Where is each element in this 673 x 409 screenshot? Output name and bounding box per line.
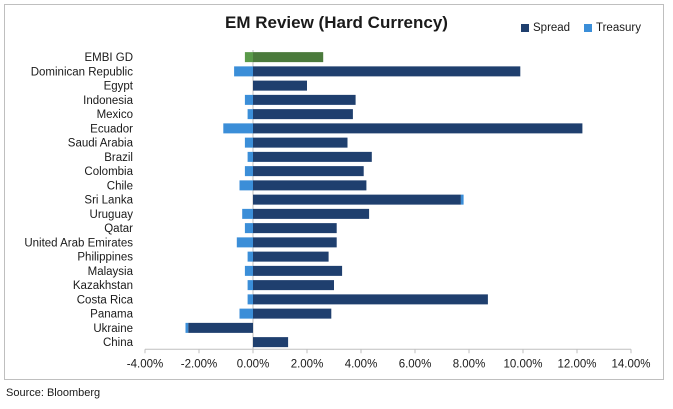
spread-bar [253,208,370,219]
spread-bar [253,337,289,348]
treasury-bar [239,308,253,319]
x-tick-label: 14.00% [611,358,650,370]
x-tick-label: 12.00% [557,358,596,370]
category-label: Brazil [104,152,133,164]
treasury-bar [247,109,253,120]
category-label: Ecuador [90,123,133,135]
treasury-bar [247,251,253,262]
legend-treasury-label: Treasury [596,22,641,34]
x-tick-label: -2.00% [181,358,217,370]
spread-bar [253,194,461,205]
spread-bar [253,109,353,120]
spread-bar [253,137,348,148]
spread-bar [253,80,307,91]
spread-bar [253,251,329,262]
category-label: United Arab Emirates [24,237,133,249]
legend-spread-label: Spread [533,22,571,34]
x-tick-label: 6.00% [399,358,432,370]
spread-bar [253,151,372,162]
category-label: Colombia [84,166,133,178]
spread-bar [253,265,343,276]
category-label: Chile [107,180,133,192]
spread-bar [253,237,337,248]
treasury-bar [244,265,253,276]
treasury-bar [244,94,253,105]
category-label: Saudi Arabia [68,138,134,150]
treasury-bar [185,322,189,333]
treasury-bar [244,137,253,148]
spread-bar [253,180,367,191]
legend-spread: Spread [521,22,570,34]
x-tick-label: -4.00% [127,358,163,370]
spread-bar [253,123,583,134]
source-note: Source: Bloomberg [6,387,101,399]
category-label: Kazakhstan [73,280,133,292]
category-label: EMBI GD [84,52,133,64]
legend-treasury-swatch [584,24,592,32]
category-label: Mexico [97,109,133,121]
category-label: Costa Rica [77,294,134,306]
spread-bar [253,94,356,105]
spread-bar [253,52,324,63]
treasury-bar [460,194,464,205]
category-label: Indonesia [83,95,133,107]
x-tick-label: 0.00% [237,358,270,370]
chart-title: EM Review (Hard Currency) [225,13,448,32]
treasury-bar [236,237,253,248]
treasury-bar [234,66,253,77]
treasury-bar [223,123,253,134]
category-label: Egypt [104,81,134,93]
treasury-bar [247,280,253,291]
treasury-bar [242,208,253,219]
category-label: China [103,337,134,349]
category-label: Sri Lanka [84,195,133,207]
x-tick-label: 2.00% [291,358,324,370]
category-label: Uruguay [90,209,134,221]
x-tick-label: 8.00% [453,358,486,370]
treasury-bar [247,294,253,305]
treasury-bar [244,223,253,234]
category-label: Philippines [77,252,133,264]
category-label: Dominican Republic [31,66,134,78]
category-label: Panama [90,309,133,321]
spread-bar [253,308,332,319]
spread-bar [253,166,364,177]
treasury-bar [247,151,253,162]
x-tick-label: 10.00% [503,358,542,370]
spread-bar [188,322,253,333]
category-label: Malaysia [88,266,134,278]
category-label: Ukraine [93,323,133,335]
spread-bar [253,223,337,234]
treasury-bar [239,180,253,191]
spread-bar [253,294,488,305]
spread-bar [253,280,334,291]
legend-spread-swatch [521,24,529,32]
category-label: Qatar [104,223,133,235]
treasury-bar [244,52,253,63]
legend-treasury: Treasury [584,22,641,34]
x-tick-label: 4.00% [345,358,378,370]
treasury-bar [244,166,253,177]
spread-bar [253,66,521,77]
